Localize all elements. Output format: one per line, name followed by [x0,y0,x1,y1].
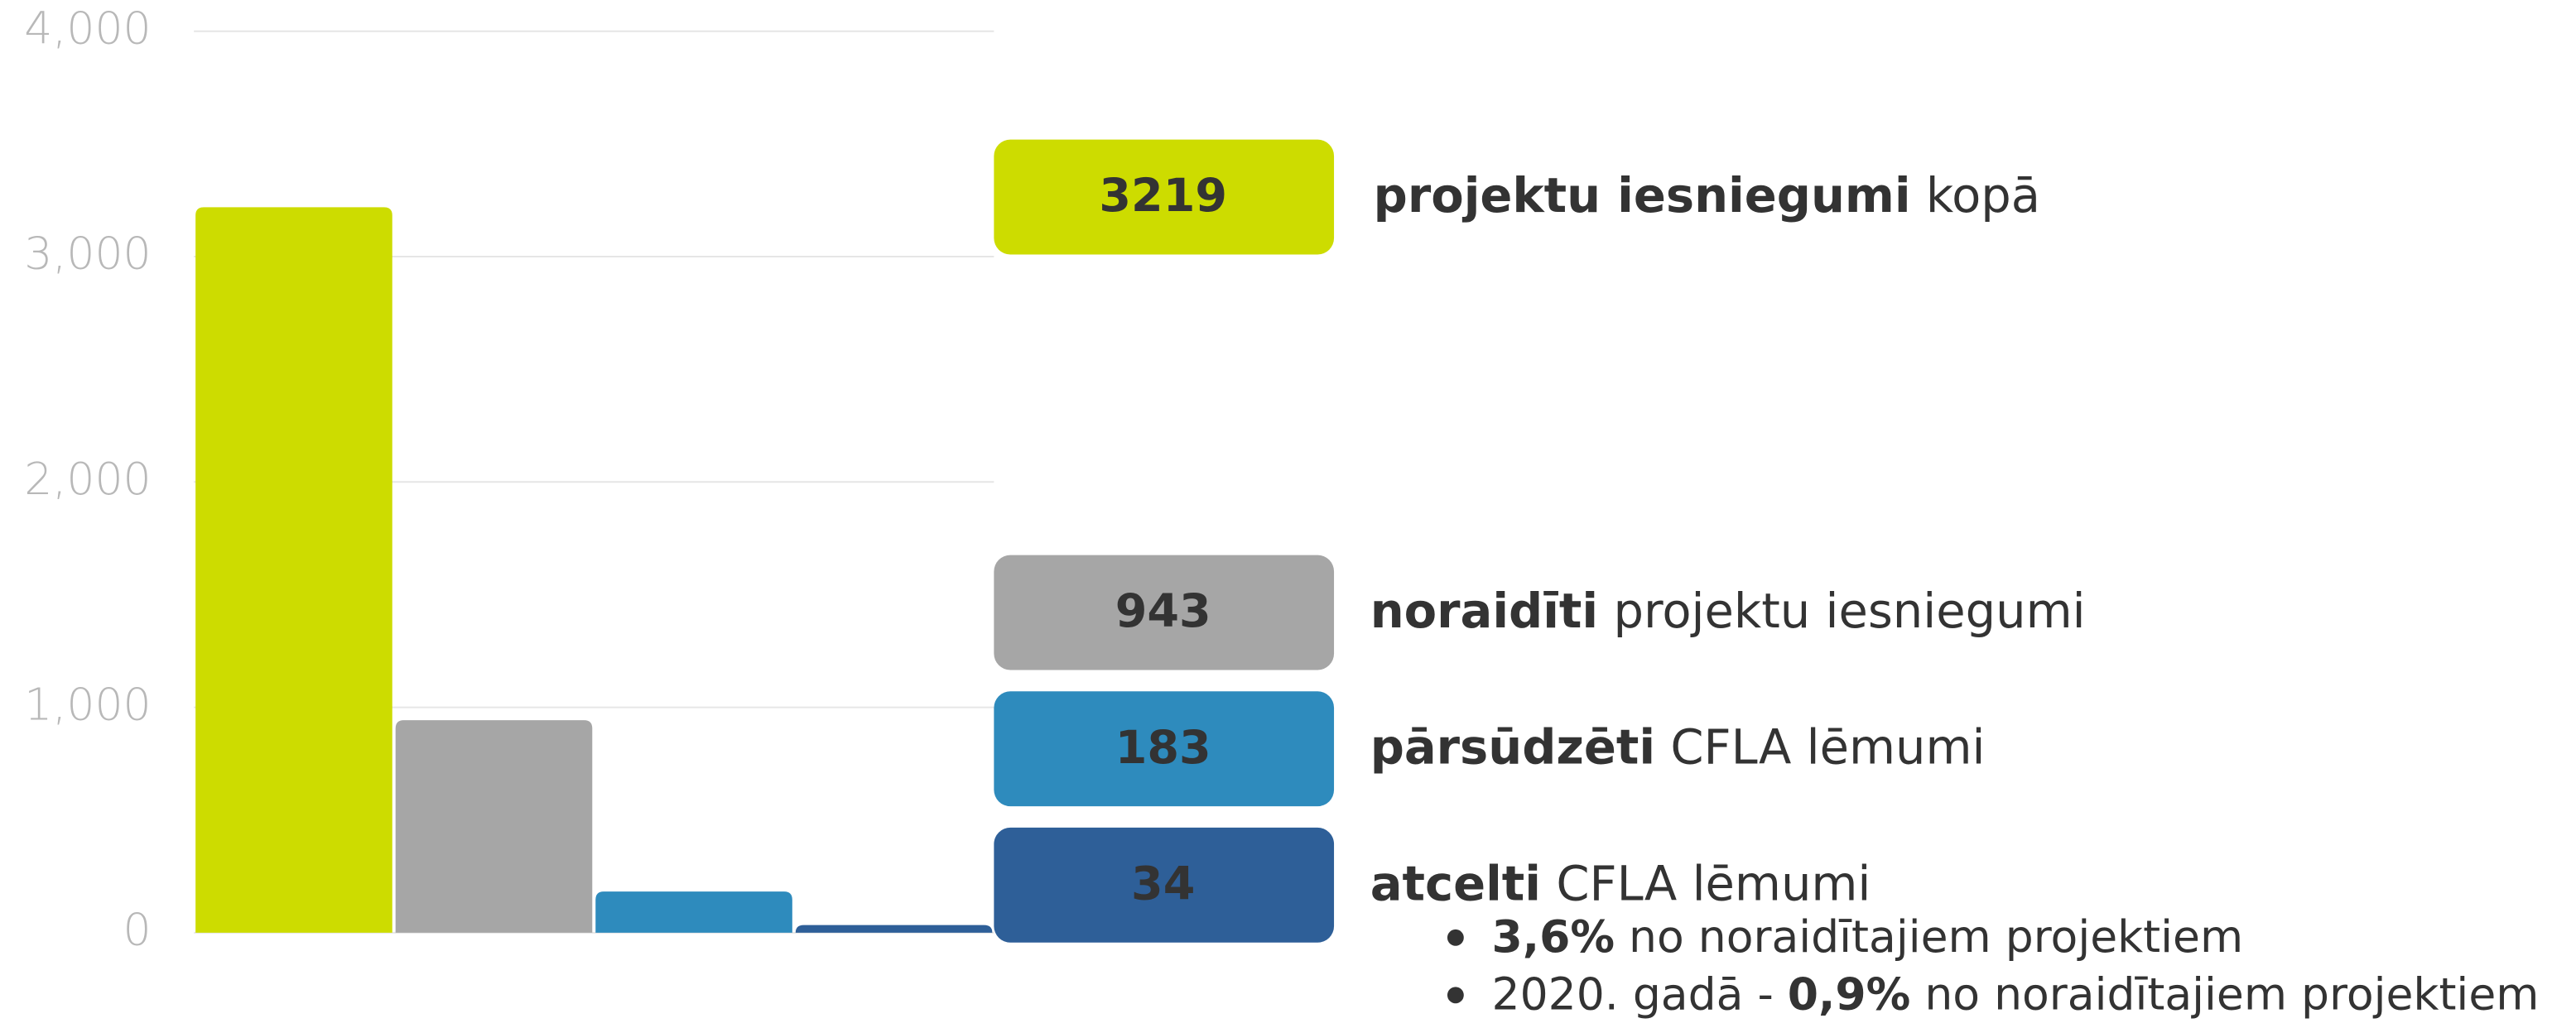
note-text: 2020. gadā - [1492,968,1774,1020]
value-label: 3219 [1099,169,1227,223]
value-label: 943 [1115,584,1211,638]
note: 3,6% no noraidītajiem projektiem [1492,910,2244,962]
y-tick-label: 4,000 [24,2,151,54]
legend-text: kopā [1926,168,2040,223]
legend-bold: projektu iesniegumi [1374,168,1911,223]
value-label: 34 [1131,857,1195,910]
legend-entry: atcelti CFLA lēmumi [1370,856,1871,911]
legend-text: CFLA lēmumi [1670,719,1985,775]
value-box [994,139,1335,255]
bar [395,720,593,933]
note-text: no noraidītajiem projektiem [1629,910,2243,962]
y-tick-label: 0 [123,904,152,956]
legend-entry: noraidīti projektu iesniegumi [1370,584,2086,639]
value-box [994,691,1335,807]
y-tick-label: 3,000 [24,228,151,280]
legend-bold: pārsūdzēti [1370,719,1655,775]
note: 2020. gadā - 0,9% no noraidītajiem proje… [1492,968,2540,1020]
bullet [1447,987,1464,1004]
bar [595,891,792,933]
legend-entry: pārsūdzēti CFLA lēmumi [1370,719,1986,775]
bullet [1447,929,1464,946]
y-tick-label: 2,000 [24,453,151,505]
note-text: no noraidītajiem projektiem [1924,968,2539,1020]
value-box [994,827,1335,943]
legend-text: projektu iesniegumi [1613,584,2085,639]
legend-text: CFLA lēmumi [1556,856,1871,911]
note-bold: 0,9% [1788,968,1911,1020]
legend-bold: noraidīti [1370,584,1598,639]
legend-bold: atcelti [1370,856,1541,911]
note-bold: 3,6% [1492,910,1615,962]
value-box [994,555,1335,670]
legend-entry: projektu iesniegumi kopā [1374,168,2040,223]
y-tick-label: 1,000 [24,678,151,730]
bar [195,207,392,933]
value-label: 183 [1115,721,1211,775]
bar [795,925,993,933]
